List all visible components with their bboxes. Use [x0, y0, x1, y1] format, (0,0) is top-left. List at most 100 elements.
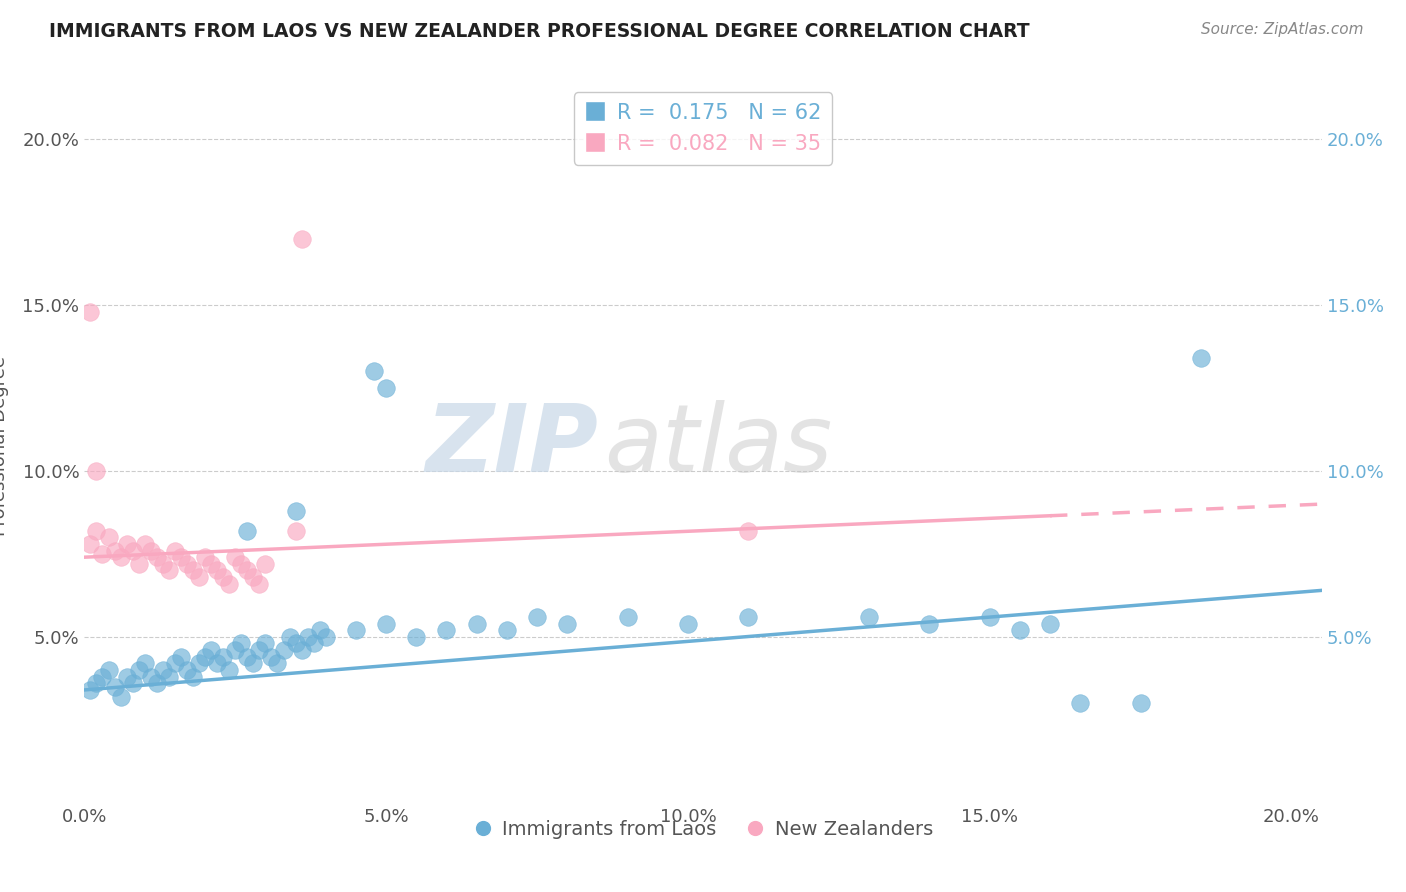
- Point: [224, 550, 246, 565]
- Point: [555, 616, 578, 631]
- Point: [405, 630, 427, 644]
- Point: [97, 663, 120, 677]
- Point: [188, 570, 211, 584]
- Point: [86, 676, 108, 690]
- Point: [79, 304, 101, 318]
- Point: [110, 690, 132, 704]
- Point: [194, 649, 217, 664]
- Point: [297, 630, 319, 644]
- Point: [181, 670, 204, 684]
- Point: [737, 524, 759, 538]
- Point: [146, 550, 169, 565]
- Point: [375, 381, 398, 395]
- Point: [266, 657, 288, 671]
- Point: [737, 610, 759, 624]
- Point: [495, 624, 517, 638]
- Point: [224, 643, 246, 657]
- Point: [170, 550, 193, 565]
- Point: [181, 564, 204, 578]
- Point: [128, 663, 150, 677]
- Point: [97, 530, 120, 544]
- Point: [344, 624, 367, 638]
- Legend: Immigrants from Laos, New Zealanders: Immigrants from Laos, New Zealanders: [465, 812, 941, 847]
- Point: [858, 610, 880, 624]
- Point: [163, 657, 186, 671]
- Point: [436, 624, 458, 638]
- Point: [242, 570, 264, 584]
- Point: [284, 636, 307, 650]
- Point: [91, 547, 114, 561]
- Point: [163, 543, 186, 558]
- Point: [278, 630, 301, 644]
- Point: [115, 537, 138, 551]
- Point: [616, 610, 638, 624]
- Point: [86, 524, 108, 538]
- Point: [176, 663, 198, 677]
- Point: [212, 649, 235, 664]
- Point: [176, 557, 198, 571]
- Point: [218, 663, 240, 677]
- Point: [236, 524, 259, 538]
- Point: [231, 636, 253, 650]
- Text: atlas: atlas: [605, 401, 832, 491]
- Text: IMMIGRANTS FROM LAOS VS NEW ZEALANDER PROFESSIONAL DEGREE CORRELATION CHART: IMMIGRANTS FROM LAOS VS NEW ZEALANDER PR…: [49, 22, 1029, 41]
- Point: [121, 543, 143, 558]
- Point: [86, 464, 108, 478]
- Point: [200, 557, 222, 571]
- Point: [152, 557, 174, 571]
- Point: [1129, 696, 1152, 710]
- Point: [134, 657, 156, 671]
- Point: [284, 524, 307, 538]
- Point: [218, 576, 240, 591]
- Point: [146, 676, 169, 690]
- Y-axis label: Professional Degree: Professional Degree: [0, 356, 8, 536]
- Point: [254, 636, 277, 650]
- Point: [242, 657, 264, 671]
- Point: [139, 543, 162, 558]
- Point: [212, 570, 235, 584]
- Point: [1189, 351, 1212, 365]
- Point: [979, 610, 1001, 624]
- Point: [308, 624, 330, 638]
- Point: [247, 576, 270, 591]
- Point: [375, 616, 398, 631]
- Point: [205, 564, 228, 578]
- Point: [170, 649, 193, 664]
- Point: [254, 557, 277, 571]
- Point: [302, 636, 325, 650]
- Point: [103, 680, 125, 694]
- Point: [291, 231, 314, 245]
- Point: [188, 657, 211, 671]
- Point: [291, 643, 314, 657]
- Text: Source: ZipAtlas.com: Source: ZipAtlas.com: [1201, 22, 1364, 37]
- Point: [676, 616, 699, 631]
- Point: [236, 649, 259, 664]
- Point: [1069, 696, 1091, 710]
- Point: [526, 610, 548, 624]
- Point: [115, 670, 138, 684]
- Point: [1008, 624, 1031, 638]
- Point: [152, 663, 174, 677]
- Text: ZIP: ZIP: [425, 400, 598, 492]
- Point: [315, 630, 337, 644]
- Point: [205, 657, 228, 671]
- Point: [157, 670, 180, 684]
- Point: [79, 537, 101, 551]
- Point: [121, 676, 143, 690]
- Point: [157, 564, 180, 578]
- Point: [110, 550, 132, 565]
- Point: [236, 564, 259, 578]
- Point: [91, 670, 114, 684]
- Point: [231, 557, 253, 571]
- Point: [200, 643, 222, 657]
- Point: [194, 550, 217, 565]
- Point: [260, 649, 283, 664]
- Point: [247, 643, 270, 657]
- Point: [134, 537, 156, 551]
- Point: [139, 670, 162, 684]
- Point: [284, 504, 307, 518]
- Point: [103, 543, 125, 558]
- Point: [465, 616, 488, 631]
- Point: [1039, 616, 1062, 631]
- Point: [363, 364, 385, 378]
